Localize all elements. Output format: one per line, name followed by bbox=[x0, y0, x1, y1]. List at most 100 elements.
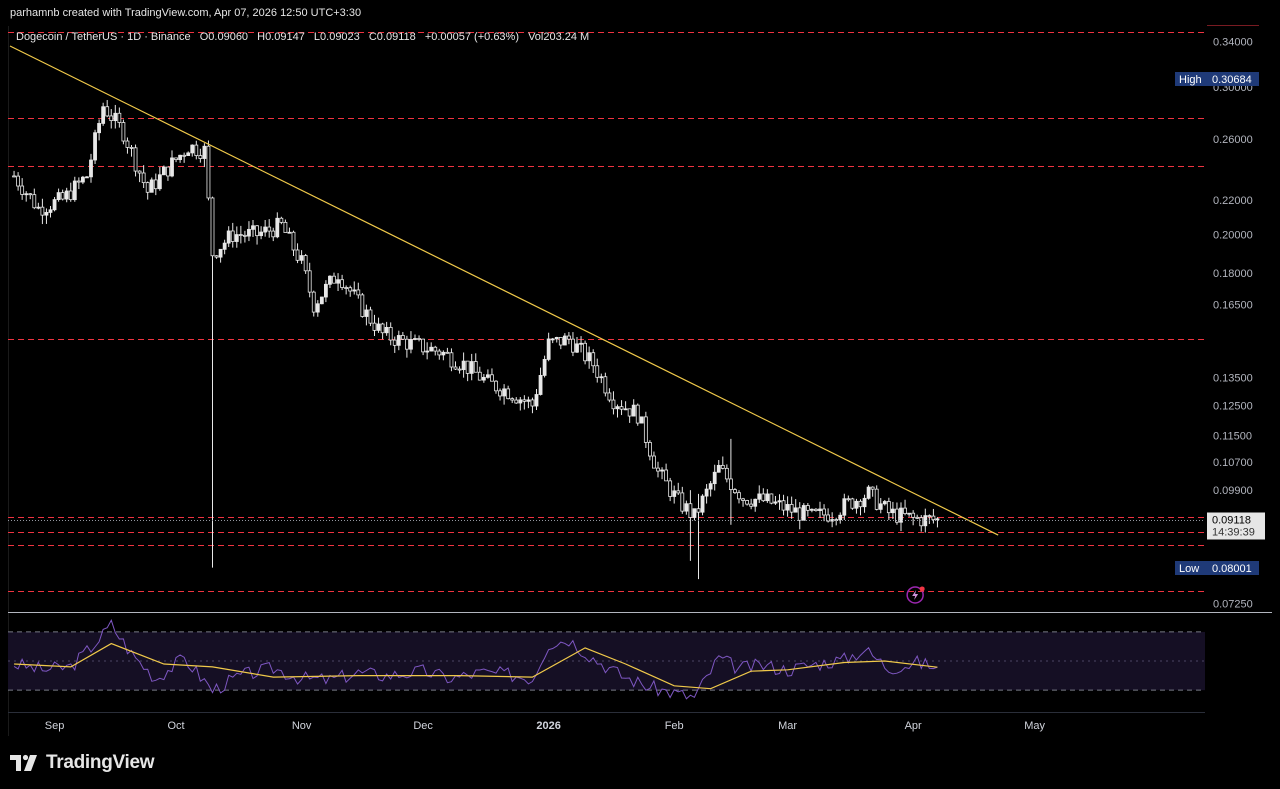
candle-body bbox=[267, 226, 272, 232]
y-tick-label: 0.07250 bbox=[1213, 598, 1253, 610]
y-tick-label: 0.26000 bbox=[1213, 134, 1253, 146]
candle-body bbox=[785, 504, 790, 511]
candle-body bbox=[676, 490, 681, 494]
candle-body bbox=[161, 166, 166, 176]
candle-body bbox=[773, 501, 778, 504]
candle-body bbox=[226, 230, 231, 244]
descending-trendline bbox=[9, 45, 999, 536]
candle-body bbox=[60, 192, 65, 200]
candle-body bbox=[299, 255, 304, 261]
candle-body bbox=[882, 501, 887, 505]
candle-body bbox=[603, 376, 608, 394]
candle-body bbox=[409, 339, 413, 350]
candle-body bbox=[259, 231, 264, 237]
candle-body bbox=[733, 489, 737, 494]
candle-body bbox=[242, 234, 247, 237]
candle-body bbox=[186, 152, 191, 156]
candle-body bbox=[684, 503, 689, 512]
candle-body bbox=[623, 408, 628, 411]
candle-body bbox=[477, 371, 482, 381]
candle-body bbox=[510, 398, 515, 401]
candle-body bbox=[878, 503, 883, 510]
candle-body bbox=[891, 508, 895, 514]
candle-body bbox=[194, 144, 199, 156]
candle-body bbox=[255, 225, 259, 237]
candle-body bbox=[121, 122, 126, 142]
candle-body bbox=[425, 350, 430, 353]
candle-body bbox=[340, 279, 345, 288]
candle-body bbox=[591, 352, 596, 367]
candle-body bbox=[607, 392, 612, 401]
symbol-name[interactable]: Dogecoin / TetherUS · 1D · Binance bbox=[16, 31, 191, 43]
candle-body bbox=[822, 508, 826, 516]
candle-body bbox=[749, 503, 754, 507]
candle-body bbox=[230, 230, 235, 242]
candle-body bbox=[392, 339, 397, 346]
candle-body bbox=[838, 514, 843, 521]
candle-body bbox=[247, 228, 251, 237]
candle-body bbox=[842, 498, 847, 516]
candle-body bbox=[238, 234, 243, 236]
rsi-ma-line bbox=[14, 642, 938, 690]
candle-body bbox=[396, 335, 401, 346]
candle-body bbox=[311, 291, 316, 313]
ohlc-low: L0.09023 bbox=[313, 31, 360, 43]
ohlc-high: H0.09147 bbox=[257, 31, 305, 43]
x-tick-label: Sep bbox=[45, 720, 65, 732]
low-tag: Low bbox=[1179, 563, 1199, 575]
candle-body bbox=[899, 507, 903, 523]
high-value-bg bbox=[1207, 72, 1259, 86]
x-tick-label: May bbox=[1024, 720, 1045, 732]
candle-body bbox=[599, 376, 604, 379]
volume-value: Vol203.24 M bbox=[528, 31, 590, 43]
high-tag: High bbox=[1179, 74, 1202, 86]
x-tick-label: Dec bbox=[413, 720, 433, 732]
candle-body bbox=[514, 399, 519, 404]
y-tick-label: 0.16500 bbox=[1213, 299, 1253, 311]
candle-body bbox=[198, 155, 203, 159]
candle-body bbox=[720, 464, 725, 469]
candle-body bbox=[781, 500, 786, 511]
chart-container[interactable] bbox=[8, 26, 1273, 736]
candle-body bbox=[801, 505, 806, 521]
candle-body bbox=[145, 182, 150, 193]
level-lines: 0.348760.275770.241270.149970.091890.088… bbox=[8, 25, 1259, 599]
candle-body bbox=[567, 335, 571, 340]
candle-body bbox=[429, 346, 434, 352]
y-tick-label: 0.10700 bbox=[1213, 457, 1253, 469]
x-tick-label: Feb bbox=[665, 720, 684, 732]
candle-body bbox=[182, 154, 187, 157]
candle-body bbox=[20, 185, 25, 195]
rsi-band-fill bbox=[8, 631, 1205, 691]
low-value: 0.08001 bbox=[1212, 563, 1252, 575]
candle-body bbox=[283, 221, 288, 233]
candle-body bbox=[550, 338, 555, 341]
candle-body bbox=[631, 404, 636, 417]
candle-body bbox=[356, 289, 361, 296]
price-scale-panel bbox=[1205, 26, 1272, 736]
footer-logo[interactable]: TradingView bbox=[10, 752, 155, 774]
candle-body bbox=[668, 480, 673, 497]
candle-body bbox=[854, 500, 859, 509]
candle-body bbox=[805, 505, 810, 511]
candle-body bbox=[895, 508, 899, 523]
candle-body bbox=[319, 296, 324, 305]
candle-body bbox=[490, 374, 494, 382]
candle-body bbox=[40, 206, 45, 216]
candle-body bbox=[52, 199, 57, 211]
candle-body bbox=[303, 255, 308, 272]
last-price-tag: 0.09118 bbox=[1212, 515, 1251, 527]
candle-body bbox=[874, 488, 879, 510]
candle-body bbox=[562, 335, 567, 346]
candle-body bbox=[129, 146, 134, 149]
candle-body bbox=[866, 486, 871, 499]
candle-body bbox=[76, 180, 81, 183]
candle-body bbox=[437, 350, 442, 356]
candle-body bbox=[210, 197, 215, 257]
candle-body bbox=[141, 172, 146, 184]
candle-body bbox=[93, 132, 97, 161]
x-tick-label: 2026 bbox=[536, 720, 560, 732]
candle-body bbox=[546, 338, 551, 360]
candle-body bbox=[741, 498, 745, 501]
